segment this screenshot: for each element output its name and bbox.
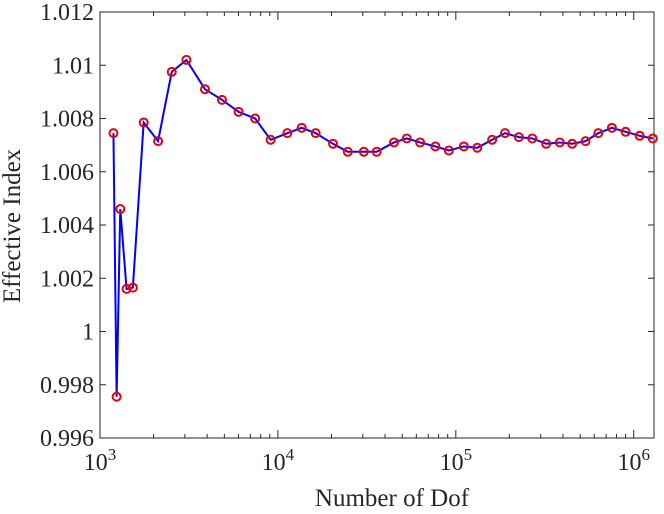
data-point (121, 283, 132, 294)
data-point (153, 136, 164, 147)
data-point (443, 145, 454, 156)
data-point (342, 146, 353, 157)
data-point (593, 128, 604, 139)
y-tick-label: 1.002 (40, 266, 94, 292)
x-tick-label: 103 (84, 445, 117, 476)
y-tick-label: 1.008 (40, 107, 94, 133)
data-point (606, 122, 617, 133)
data-point (430, 141, 441, 152)
data-point (111, 391, 122, 402)
x-tick-label: 104 (262, 445, 295, 476)
data-point (634, 130, 645, 141)
data-point (166, 66, 177, 77)
data-point (265, 134, 276, 145)
data-point (487, 134, 498, 145)
y-tick-label: 1.006 (40, 160, 94, 186)
data-point (310, 128, 321, 139)
data-point (554, 137, 565, 148)
data-point (401, 133, 412, 144)
data-point (500, 128, 510, 139)
data-point (458, 141, 469, 152)
data-point (513, 132, 524, 143)
y-tick-label: 1.004 (40, 213, 94, 239)
data-point (647, 133, 658, 144)
data-point (541, 138, 552, 149)
plot-area (108, 54, 658, 402)
data-point (580, 136, 591, 147)
y-axis-label: Effective Index (0, 148, 26, 303)
data-point (620, 126, 631, 137)
y-tick-label: 1.012 (40, 0, 94, 26)
data-point (181, 54, 192, 65)
data-point (217, 94, 227, 105)
y-tick-label: 1 (82, 320, 94, 346)
x-tick-label-exponent: 5 (464, 445, 473, 464)
data-point (371, 146, 382, 157)
data-point (233, 106, 244, 117)
x-tick-label-base: 10 (440, 450, 464, 476)
x-tick-label-exponent: 4 (286, 445, 295, 464)
data-point (127, 282, 138, 293)
data-point (527, 133, 538, 144)
data-point (472, 142, 483, 153)
x-tick-label-exponent: 6 (641, 445, 650, 464)
data-point (296, 122, 307, 133)
data-point (358, 146, 369, 157)
x-axis-label: Number of Dof (315, 485, 470, 512)
data-point (328, 138, 338, 149)
data-point (108, 128, 119, 139)
data-point (388, 137, 399, 148)
data-point (115, 204, 126, 215)
x-tick-label-exponent: 3 (108, 445, 117, 464)
data-point (250, 113, 261, 124)
y-tick-label: 0.996 (40, 426, 94, 452)
y-tick-label: 0.998 (40, 373, 94, 399)
data-point (138, 117, 149, 128)
x-tick-label: 106 (617, 445, 650, 476)
x-tick-label-base: 10 (84, 450, 108, 476)
x-tick-label-base: 10 (617, 450, 641, 476)
axes: 0.996 0.998 1 1.002 1.004 1.006 1.008 1.01 1.012… (40, 0, 655, 476)
data-point (199, 84, 210, 95)
data-point (567, 138, 578, 149)
axes-frame (99, 11, 655, 439)
x-tick-label: 105 (440, 445, 473, 476)
data-point (282, 128, 293, 139)
x-tick-label-base: 10 (262, 450, 286, 476)
series-line (112, 58, 653, 397)
data-point (415, 137, 426, 148)
y-tick-label: 1.01 (52, 53, 94, 79)
